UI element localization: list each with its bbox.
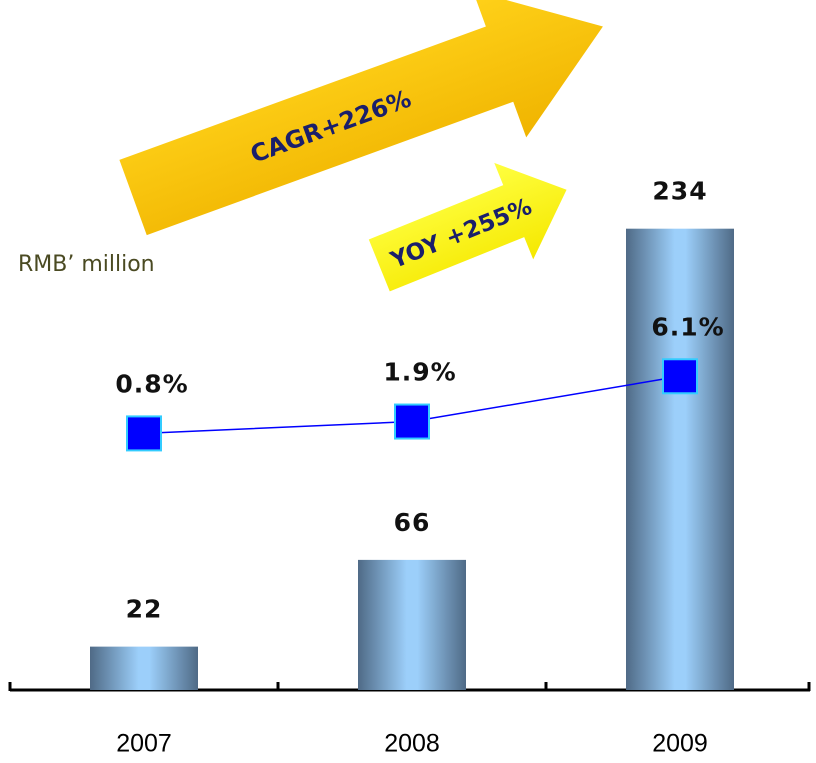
arrow-shape: [119, 0, 603, 236]
data-label: 66: [394, 508, 431, 537]
bar: [626, 228, 734, 690]
yoy-arrow: YOY +255%: [368, 162, 567, 292]
cagr-arrow: CAGR+226%: [119, 0, 603, 236]
data-label: 6.1%: [651, 312, 724, 341]
unit-label: RMB’ million: [18, 252, 155, 277]
data-label: 0.8%: [115, 369, 188, 398]
x-tick-label: 2009: [652, 730, 708, 758]
marker: [662, 358, 698, 395]
data-label: 22: [126, 595, 163, 624]
arrow-shape: [368, 162, 567, 292]
x-tick-label: 2007: [116, 730, 172, 758]
marker: [394, 403, 430, 440]
bar: [358, 559, 466, 690]
x-tick-label: 2008: [384, 730, 440, 758]
marker: [126, 415, 162, 452]
data-label: 1.9%: [383, 358, 456, 387]
data-label: 234: [652, 177, 707, 206]
bar: [90, 646, 198, 690]
